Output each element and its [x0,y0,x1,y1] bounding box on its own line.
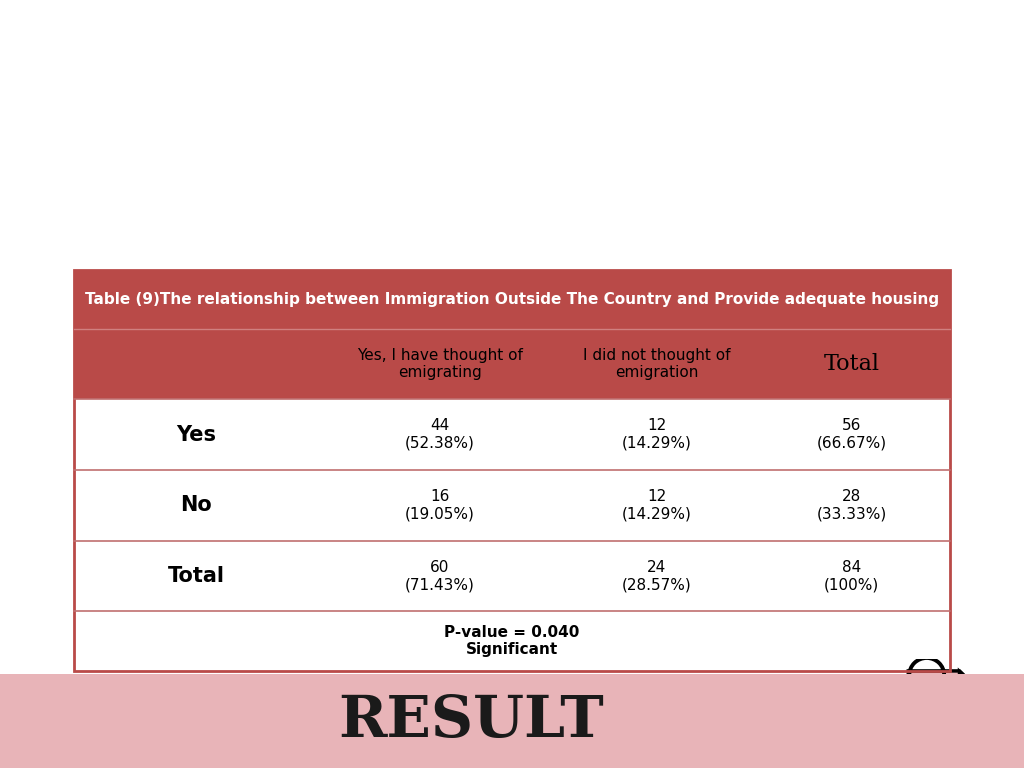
Text: Table (9)The relationship between Immigration Outside The Country and Provide ad: Table (9)The relationship between Immigr… [85,292,939,307]
Polygon shape [959,671,980,691]
Text: Total: Total [823,353,880,375]
Text: 12
(14.29%): 12 (14.29%) [622,419,691,451]
Text: No: No [180,495,212,515]
Text: 24
(28.57%): 24 (28.57%) [622,560,691,592]
Text: 16
(19.05%): 16 (19.05%) [404,489,474,521]
Text: RESULT: RESULT [338,694,604,749]
Text: 12
(14.29%): 12 (14.29%) [622,489,691,521]
Text: 28
(33.33%): 28 (33.33%) [816,489,887,521]
Text: Yes, I have thought of
emigrating: Yes, I have thought of emigrating [356,348,522,380]
Text: 84
(100%): 84 (100%) [824,560,880,592]
Text: P-value = 0.040
Significant: P-value = 0.040 Significant [444,625,580,657]
Polygon shape [908,671,980,756]
Text: I did not thought of
emigration: I did not thought of emigration [583,348,730,380]
Text: 60
(71.43%): 60 (71.43%) [404,560,474,592]
Text: 44
(52.38%): 44 (52.38%) [404,419,474,451]
Text: 56
(66.67%): 56 (66.67%) [816,419,887,451]
Text: Total: Total [168,566,225,586]
Text: Yes: Yes [176,425,216,445]
